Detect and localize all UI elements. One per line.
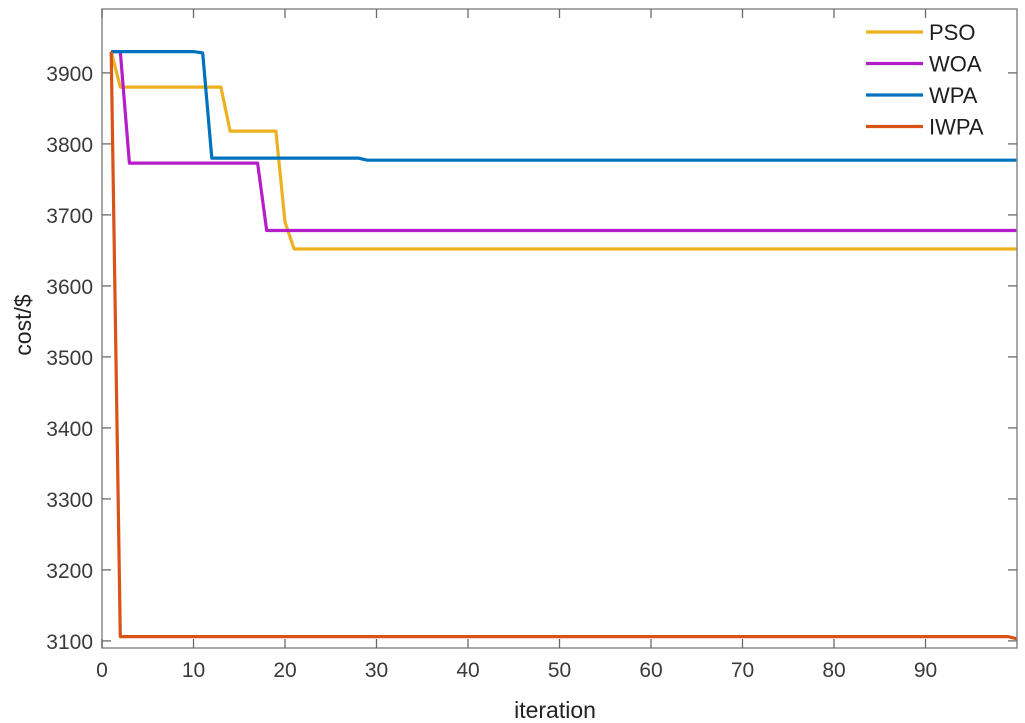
legend-label-iwpa: IWPA <box>929 115 984 140</box>
x-tick-label: 50 <box>548 659 571 682</box>
x-axis-label: iteration <box>514 697 596 723</box>
y-tick-label: 3900 <box>46 63 93 86</box>
legend: PSO WOA WPA IWPA <box>866 20 984 140</box>
series-line-pso <box>109 51 1017 251</box>
series-line-wpa <box>111 49 1017 162</box>
y-tick-label: 3600 <box>46 276 93 299</box>
y-tick-label: 3400 <box>46 418 93 441</box>
x-tick-label: 60 <box>639 659 662 682</box>
x-tick-label: 20 <box>273 659 296 682</box>
x-tick-label: 70 <box>731 659 754 682</box>
x-axis-ticks: 0 10 20 30 40 50 60 70 80 90 <box>96 9 937 682</box>
x-tick-label: 90 <box>914 659 937 682</box>
y-tick-label: 3700 <box>46 205 93 228</box>
series-layer <box>109 49 1018 641</box>
legend-label-woa: WOA <box>929 52 982 77</box>
plot-background <box>102 9 1017 648</box>
y-tick-label: 3100 <box>46 631 93 654</box>
y-tick-label: 3200 <box>46 560 93 583</box>
x-tick-label: 10 <box>182 659 205 682</box>
plot-area <box>102 9 1017 648</box>
x-tick-label: 0 <box>96 659 108 682</box>
legend-label-wpa: WPA <box>929 83 978 108</box>
y-axis-label: cost/$ <box>10 294 36 356</box>
legend-label-pso: PSO <box>929 20 975 45</box>
series-line-iwpa <box>109 51 1018 641</box>
x-tick-label: 40 <box>456 659 479 682</box>
x-tick-label: 80 <box>822 659 845 682</box>
y-axis-ticks: 3100 3200 3300 3400 3500 3600 3700 3800 3900 <box>46 63 1017 654</box>
x-tick-label: 30 <box>365 659 388 682</box>
y-tick-label: 3800 <box>46 134 93 157</box>
y-tick-label: 3500 <box>46 347 93 370</box>
y-tick-label: 3300 <box>46 489 93 512</box>
